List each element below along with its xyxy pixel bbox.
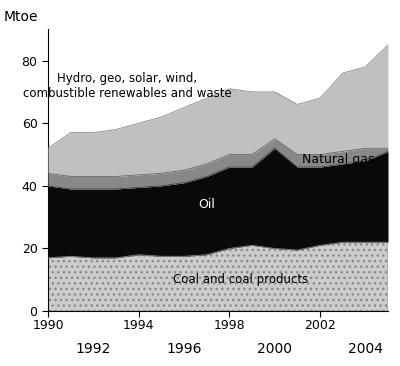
Text: Hydro, geo, solar, wind,
combustible renewables and waste: Hydro, geo, solar, wind, combustible ren… <box>23 72 232 100</box>
Text: Coal and coal products: Coal and coal products <box>173 273 308 286</box>
Text: Oil: Oil <box>198 198 215 211</box>
Text: Mtoe: Mtoe <box>4 10 38 24</box>
Text: Natural gas: Natural gas <box>302 153 374 166</box>
